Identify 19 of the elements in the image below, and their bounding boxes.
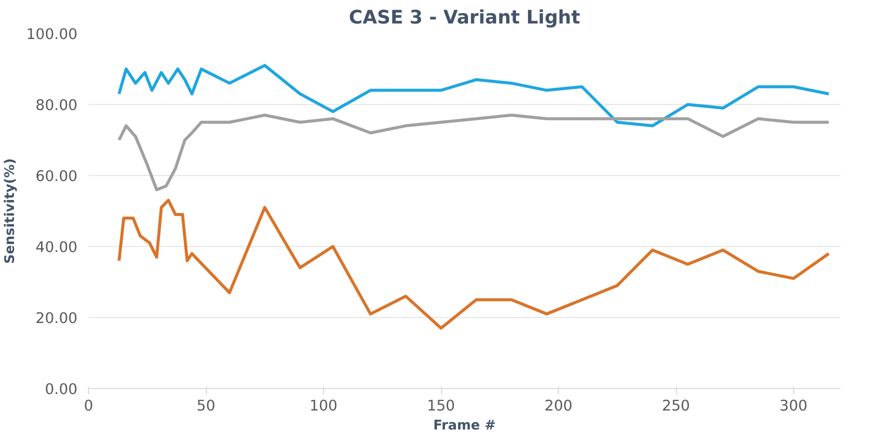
y-axis-title: Sensitivity(%) xyxy=(3,158,18,264)
y-tick-label: 0.00 xyxy=(44,381,78,398)
x-tick-label: 0 xyxy=(84,398,94,414)
y-tick-label: 80.00 xyxy=(36,97,78,114)
y-tick-label: 20.00 xyxy=(36,310,78,327)
y-tick-label: 100.00 xyxy=(26,26,78,43)
x-tick-label: 250 xyxy=(662,398,690,414)
line-series xyxy=(118,64,830,128)
x-tick-label: 100 xyxy=(310,398,338,414)
chart-title: CASE 3 - Variant Light xyxy=(348,8,580,28)
x-tick-label: 200 xyxy=(544,398,572,414)
y-tick-label: 60.00 xyxy=(36,168,78,185)
x-tick-label: 150 xyxy=(427,398,455,414)
line-series xyxy=(118,198,830,330)
x-tick-label: 50 xyxy=(196,398,216,414)
line-series xyxy=(118,114,830,192)
y-tick-label: 40.00 xyxy=(36,239,78,256)
x-tick-label: 300 xyxy=(780,398,808,414)
x-axis-title: Frame # xyxy=(433,418,496,434)
